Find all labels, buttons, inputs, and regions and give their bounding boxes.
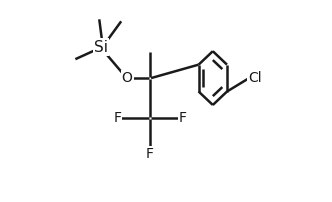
Text: F: F [113, 111, 121, 125]
Text: F: F [146, 147, 154, 161]
Text: Si: Si [94, 40, 108, 55]
Text: Cl: Cl [248, 71, 262, 85]
Text: F: F [179, 111, 187, 125]
Text: O: O [122, 71, 132, 85]
